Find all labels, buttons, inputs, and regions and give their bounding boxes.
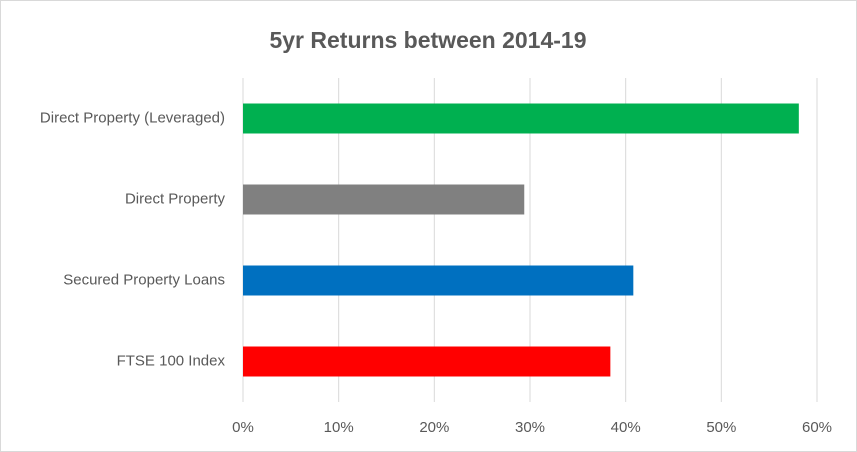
y-tick-label: Direct Property (Leveraged) [40,109,225,126]
x-tick-label: 10% [324,419,354,436]
x-tick-label: 0% [232,419,254,436]
bar [243,346,611,377]
x-tick-label: 60% [802,419,832,436]
x-tick-label: 30% [515,419,545,436]
y-tick-label: Direct Property [125,190,226,207]
y-tick-label: Secured Property Loans [63,271,225,288]
bar [243,184,525,215]
bar [243,265,634,296]
chart-title: 5yr Returns between 2014-19 [269,27,586,53]
x-tick-label: 50% [706,419,736,436]
x-tick-label: 20% [419,419,449,436]
bar [243,103,799,134]
x-tick-label: 40% [611,419,641,436]
y-tick-label: FTSE 100 Index [117,352,226,369]
